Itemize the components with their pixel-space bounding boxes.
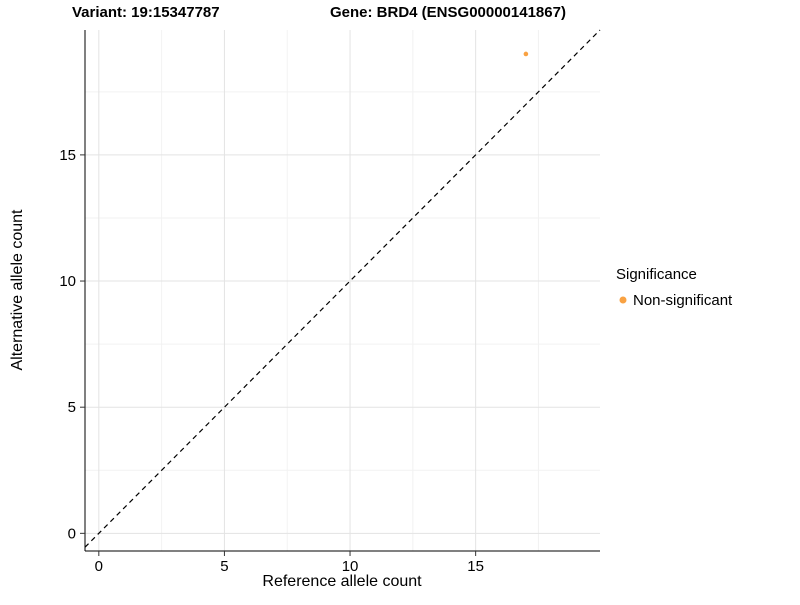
x-tick-label: 15	[467, 558, 484, 575]
y-axis-title: Alternative allele count	[9, 209, 26, 371]
y-tick-label: 0	[68, 525, 76, 542]
legend: Significance Non-significant	[616, 266, 733, 309]
tick-label-layer: 0 5 10 15 0 5 10 15	[59, 147, 484, 575]
legend-label-non-significant: Non-significant	[633, 292, 733, 309]
plot-title-gene: Gene: BRD4 (ENSG00000141867)	[330, 4, 566, 21]
y-tick-label: 15	[59, 147, 76, 164]
axis-layer	[84, 30, 600, 552]
x-tick-label: 10	[342, 558, 359, 575]
data-layer	[84, 29, 601, 548]
legend-title: Significance	[616, 266, 697, 283]
x-tick-label: 0	[95, 558, 103, 575]
data-point-non-significant	[523, 51, 529, 57]
x-axis-title: Reference allele count	[262, 573, 422, 590]
identity-dashed-line	[84, 29, 601, 548]
y-tick-label: 10	[59, 273, 76, 290]
legend-marker-non-significant	[619, 296, 627, 304]
grid-minor-layer	[85, 30, 600, 551]
grid-major-layer	[85, 30, 600, 551]
y-tick-label: 5	[68, 399, 76, 416]
tick-layer	[80, 154, 477, 556]
plot-title-variant: Variant: 19:15347787	[72, 4, 220, 21]
x-tick-label: 5	[220, 558, 228, 575]
